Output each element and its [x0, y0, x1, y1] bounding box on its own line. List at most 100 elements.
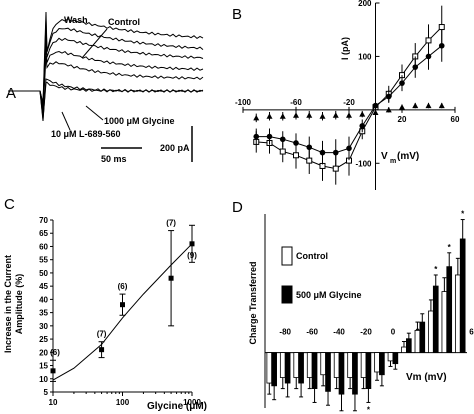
panel-d-x-tick-label: -20 [360, 328, 372, 337]
panel-c-y-tick-label: 15 [39, 362, 48, 371]
panel-d-bar [401, 346, 407, 353]
panel-b-y-tick-label: 200 [358, 0, 372, 8]
label-glycine: 1000 μM Glycine [104, 116, 175, 126]
panel-d-x-tick-label: -40 [333, 328, 345, 337]
panel-d-bar [446, 266, 453, 353]
panel-d-bar [311, 352, 318, 390]
panel-b-point-circle [346, 145, 352, 152]
panel-b-point-circle [319, 149, 326, 156]
panel-b-point-circle [438, 42, 445, 49]
panel-b-point-triangle [279, 113, 286, 119]
panel-c-y-tick-label: 5 [44, 388, 49, 397]
panel-c-y-tick-label: 35 [39, 309, 48, 318]
panel-c-y-tick-label: 10 [39, 375, 48, 384]
panel-c-x-tick-label: 10 [49, 398, 58, 407]
panel-b-point-circle [412, 64, 419, 70]
panel-d-x-tick-label: 0 [391, 328, 396, 337]
panel-b-point-square [332, 165, 339, 172]
panel-b-x-tick-label: -20 [343, 98, 355, 107]
panel-b-point-triangle [399, 104, 405, 110]
panel-b-letter: B [232, 6, 242, 23]
panel-c-y-tick-label: 40 [39, 295, 48, 304]
panel-d-bar [271, 352, 277, 387]
panel-c-y-tick-label: 55 [39, 256, 48, 265]
panel-b-point-circle [306, 144, 313, 151]
panel-d-ylabel: Charge Transferred [248, 261, 258, 344]
glycine-pointer [85, 105, 104, 121]
current-trace [8, 19, 204, 106]
panel-d-bar [405, 338, 412, 353]
panel-b-point-triangle [293, 112, 299, 118]
panel-c-point [189, 241, 195, 247]
current-trace [8, 55, 204, 114]
panel-b-point-circle [253, 133, 260, 140]
label-l689: 10 μM L-689-560 [51, 129, 121, 139]
label-wash: Wash [64, 15, 88, 25]
panel-d-x-tick-label: -80 [279, 328, 291, 337]
panel-d: D -80-60-40-200204060 ****** Charge Tran… [232, 199, 474, 414]
current-trace [8, 30, 204, 108]
panel-d-bar [428, 310, 434, 353]
panel-d-bar [266, 352, 273, 384]
panel-b-point-square [306, 157, 313, 164]
panel-b-x-tick-label: -60 [290, 98, 302, 107]
control-pointer [81, 28, 108, 59]
panel-c-y-tick-label: 30 [39, 322, 48, 331]
panel-c-data: (6) (7) (6) (7) (9) [50, 219, 197, 382]
panel-b-y-tick-label: -100 [355, 159, 372, 168]
panel-b-data [253, 5, 445, 185]
panel-d-bar [347, 352, 353, 378]
panel-b-y-tick-label: 100 [358, 52, 372, 61]
panel-d-bar [432, 285, 439, 353]
panel-d-bar [298, 352, 304, 384]
panel-d-bar [392, 352, 399, 365]
panel-c-n-label: (6) [50, 348, 60, 357]
panel-b-point-circle [332, 149, 339, 156]
panel-b-xlabel-sub: m [390, 158, 396, 165]
panel-d-significance: * [461, 210, 465, 219]
panel-b-point-circle [385, 93, 392, 100]
panel-b-point-triangle [332, 112, 339, 118]
panel-b-point-triangle [346, 112, 352, 118]
panel-b: B -100 -60 -20 20 60 200 100 -100 I (pA) V m (m… [232, 0, 460, 190]
panel-c-y-tick-label: 25 [39, 335, 48, 344]
panel-d-bar [293, 352, 300, 378]
panel-d-bar [441, 291, 448, 353]
panel-d-significance: * [434, 265, 438, 274]
panel-d-bar [306, 352, 313, 378]
current-trace [8, 11, 204, 104]
panel-c-y-tick-label: 45 [39, 282, 48, 291]
panel-b-xlabel: V [381, 151, 388, 162]
panel-c-y-tick-label: 60 [39, 242, 48, 251]
panel-a-letter: A [6, 85, 16, 102]
legend-swatch-control [281, 246, 293, 266]
panel-d-significance: * [367, 405, 371, 414]
panel-b-point-circle [359, 123, 366, 129]
panel-d-bar [455, 274, 461, 353]
panel-b-point-square [293, 152, 299, 159]
label-current-scale: 200 pA [160, 143, 190, 153]
panel-b-point-square [425, 37, 432, 44]
panel-c-point [99, 347, 105, 353]
panel-d-bar [419, 321, 426, 353]
panel-d-bar [284, 352, 291, 384]
panel-b-x-tick-label: 20 [398, 115, 407, 124]
panel-d-significance: * [448, 243, 452, 252]
legend-swatch-glycine [281, 285, 293, 304]
panel-b-point-triangle [425, 102, 432, 109]
panel-b-point-circle [372, 102, 379, 109]
panel-c-point [50, 368, 56, 374]
panel-b-point-triangle [306, 112, 313, 118]
panel-c-x-tick-label: 1000 [183, 398, 201, 407]
label-time-scale: 50 ms [101, 154, 127, 164]
panel-c-n-label: (9) [187, 251, 197, 260]
panel-d-bar [387, 352, 394, 362]
panel-b-point-triangle [385, 106, 392, 113]
panel-c-point [120, 302, 125, 308]
panel-c-x-tick-label: 100 [116, 398, 130, 407]
panel-c-point [168, 275, 174, 281]
panel-b-point-circle [399, 80, 405, 86]
